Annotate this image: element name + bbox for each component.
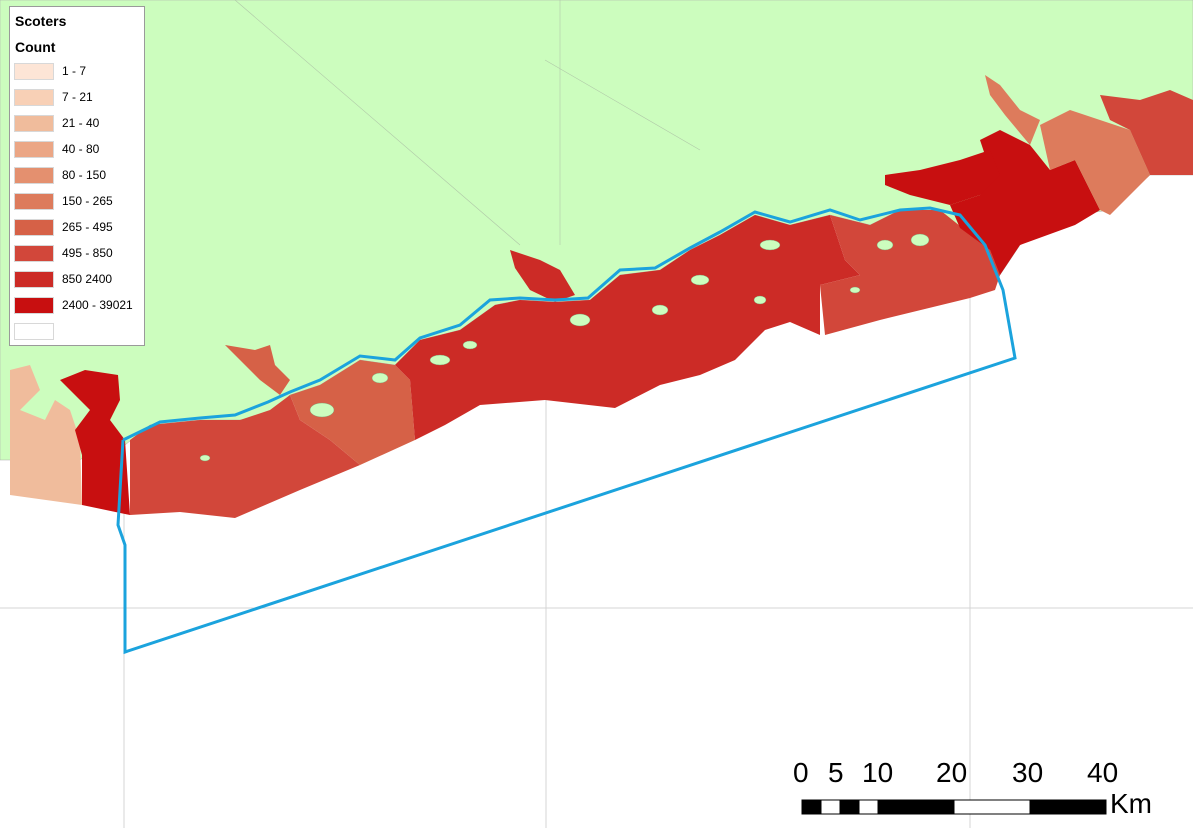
zone-495-850-west (130, 395, 360, 518)
legend-item-label: 7 - 21 (62, 90, 93, 104)
legend-swatch (14, 115, 54, 132)
site-boundary (116, 206, 1017, 655)
legend: Scoters Count 1 - 7 7 - 21 21 - 40 40 - 80 8… (9, 6, 145, 346)
zone-2400-east (950, 130, 1100, 275)
zone-495-850-east (820, 210, 1000, 335)
legend-item-label: 80 - 150 (62, 168, 107, 182)
inlet-east-1 (985, 75, 1040, 145)
zone-21-40-west (10, 365, 82, 505)
legend-subtitle: Count (15, 39, 56, 55)
legend-swatch (14, 63, 54, 80)
legend-item: 40 - 80 (14, 141, 144, 159)
scale-tick-label: 20 (936, 757, 968, 788)
legend-swatch (14, 89, 54, 106)
legend-swatch (14, 167, 54, 184)
legend-swatch (14, 193, 54, 210)
legend-swatch (14, 245, 54, 262)
legend-item: 1 - 7 (14, 63, 144, 81)
legend-item-label: 495 - 850 (62, 246, 113, 260)
scale-unit: Km (1110, 788, 1152, 819)
zone-850-2400-central (395, 215, 860, 440)
legend-swatch (14, 219, 54, 236)
land-boundaries (234, 0, 701, 246)
scale-tick-label: 0 (793, 757, 809, 788)
zone-265-495 (290, 360, 415, 465)
legend-item: 495 - 850 (14, 245, 144, 263)
zone-495-850-ne (1100, 90, 1193, 175)
legend-item: 850 2400 (14, 271, 144, 289)
legend-item: 7 - 21 (14, 89, 144, 107)
legend-swatch (14, 297, 54, 314)
scale-tick-label: 40 (1087, 757, 1119, 788)
zone-2400-west-inlet (60, 370, 130, 515)
scale-tick-label: 30 (1012, 757, 1044, 788)
legend-item-label: 2400 - 39021 (62, 298, 133, 312)
legend-item-label: 265 - 495 (62, 220, 113, 234)
legend-item (14, 323, 144, 341)
inlet-east-2 (885, 150, 1000, 205)
zone-150-265-east (1040, 110, 1150, 215)
legend-swatch (14, 271, 54, 288)
legend-item-label: 40 - 80 (62, 142, 100, 156)
legend-item: 2400 - 39021 (14, 297, 144, 315)
scale-tick-label: 5 (828, 757, 844, 788)
count-zones (10, 75, 1193, 518)
inlet-west (225, 345, 290, 395)
legend-swatch (14, 323, 54, 340)
legend-item-label: 21 - 40 (62, 116, 100, 130)
legend-item-label: 150 - 265 (62, 194, 113, 208)
legend-item: 80 - 150 (14, 167, 144, 185)
legend-title: Scoters (15, 13, 67, 29)
legend-item: 150 - 265 (14, 193, 144, 211)
legend-item: 21 - 40 (14, 115, 144, 133)
legend-item-label: 1 - 7 (62, 64, 87, 78)
inlet-central (510, 250, 575, 302)
legend-item: 265 - 495 (14, 219, 144, 237)
islands (199, 233, 930, 462)
scale-tick-label: 10 (862, 757, 894, 788)
legend-swatch (14, 141, 54, 158)
legend-item-label: 850 2400 (62, 272, 113, 286)
